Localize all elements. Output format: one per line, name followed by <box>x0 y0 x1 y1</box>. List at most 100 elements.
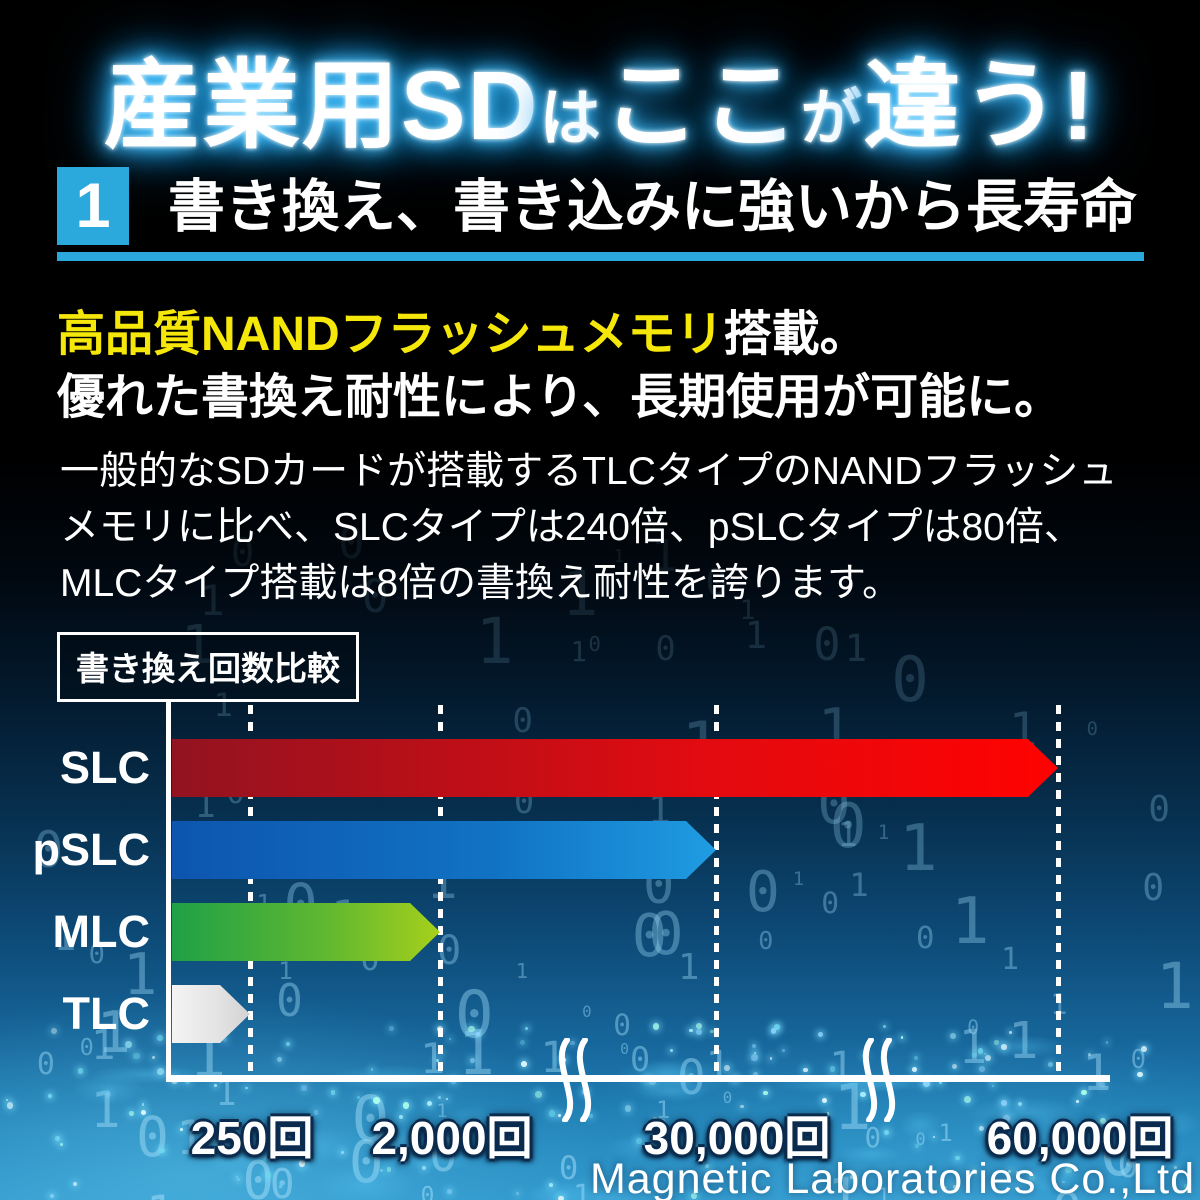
city-light-dot <box>803 1067 809 1073</box>
city-light-dot <box>468 1025 475 1032</box>
city-light-dot <box>689 1028 693 1033</box>
binary-digit: 0 <box>967 1015 980 1039</box>
binary-digit: 0 <box>705 561 728 605</box>
binary-digit: 0 <box>88 939 105 971</box>
city-light-dot <box>1078 1147 1084 1152</box>
city-light-dot <box>158 1147 165 1154</box>
binary-digit: 0 <box>420 1183 435 1200</box>
binary-digit: 1 <box>122 942 158 1009</box>
city-light-dot <box>72 1181 78 1186</box>
city-light-dot <box>752 1044 757 1049</box>
city-light-dot <box>275 1153 280 1158</box>
binary-digit: 1 <box>90 1080 121 1140</box>
chart-title: 書き換え回数比較 <box>76 650 340 687</box>
title-segment: が <box>800 84 864 152</box>
city-light-dot <box>951 1063 957 1069</box>
gridline-2000 <box>438 705 443 1075</box>
binary-digit: 1 <box>827 1166 861 1200</box>
city-light-dot <box>152 1056 156 1060</box>
city-light-dot <box>821 1097 828 1103</box>
gridline-250 <box>248 705 253 1075</box>
binary-digit: 1 <box>792 868 805 890</box>
binary-digit: 1 <box>176 1111 205 1167</box>
city-light-dot <box>276 1056 282 1063</box>
city-light-dot <box>912 1067 917 1073</box>
lead-line-1: 高品質NANDフラッシュメモリ搭載。 <box>57 294 868 364</box>
city-light-dot <box>558 1113 562 1117</box>
binary-digit: 0 <box>348 1128 384 1197</box>
binary-digit: 0 <box>454 978 494 1054</box>
chart-title-box: 書き換え回数比較 <box>57 632 359 702</box>
city-light-dot <box>549 1182 553 1187</box>
binary-digit: 0 <box>655 628 676 668</box>
city-light-dot <box>994 1040 999 1045</box>
city-light-dot <box>624 1104 632 1112</box>
bar-mlc <box>172 903 440 961</box>
city-light-dot <box>978 1066 985 1072</box>
city-light-dot <box>769 1057 773 1060</box>
body-line: メモリに比べ、SLCタイプは240倍、pSLCタイプは80倍、 <box>60 506 1083 549</box>
city-light-dot <box>955 1155 960 1161</box>
city-light-dot <box>301 1085 308 1092</box>
bar-slc <box>172 739 1058 797</box>
city-light-dot <box>484 1129 491 1136</box>
city-light-dot <box>1008 1170 1012 1174</box>
axis-break-icon <box>552 1037 600 1123</box>
city-light-dot <box>983 1052 987 1056</box>
gridline-60000 <box>1056 705 1061 1075</box>
city-light-dot <box>156 1035 163 1041</box>
city-light-dot <box>356 1095 360 1099</box>
binary-digit: 1 <box>1008 1016 1039 1067</box>
binary-digit: 1 <box>844 626 868 671</box>
binary-digit: 1 <box>199 575 225 625</box>
city-light-dot <box>1075 1099 1080 1104</box>
light-blob <box>1035 1111 1090 1150</box>
section-number-badge: 1 <box>57 167 129 245</box>
binary-digit: 0 <box>631 900 668 970</box>
binary-digit: 1 <box>1000 941 1019 977</box>
city-light-dot <box>373 1096 381 1104</box>
city-light-dot <box>695 1022 702 1029</box>
city-light-dot <box>133 1052 140 1059</box>
city-light-dot <box>860 1091 866 1098</box>
binary-digit: 0 <box>758 926 774 956</box>
binary-digit: 0 <box>276 975 303 1027</box>
binary-digit: 1 <box>278 956 293 986</box>
city-light-dot <box>644 1128 647 1132</box>
city-light-dot <box>402 1102 410 1109</box>
city-light-dot <box>436 1059 440 1063</box>
title-segment: 産業用SD <box>103 51 540 160</box>
city-light-dot <box>1140 1045 1147 1052</box>
binary-digit: 1 <box>146 1189 175 1200</box>
binary-digit: 0 <box>824 515 841 546</box>
city-light-dot <box>1003 1114 1010 1122</box>
binary-digit: 1 <box>213 686 233 725</box>
binary-digit: 1 <box>647 787 671 833</box>
city-light-dot <box>849 1174 855 1180</box>
body-line: 一般的なSDカードが搭載するTLCタイプのNANDフラッシュ <box>60 450 1118 493</box>
city-light-dot <box>278 1185 283 1189</box>
city-light-dot <box>298 1159 306 1167</box>
light-blob <box>524 1182 590 1200</box>
x-tick-60000: 60,000回 <box>986 1112 1174 1164</box>
city-light-dot <box>661 1119 665 1123</box>
city-light-dot <box>469 1058 475 1063</box>
binary-digit: 0 <box>1148 789 1170 831</box>
section-number: 1 <box>75 171 111 241</box>
city-light-dot <box>421 1165 427 1170</box>
city-light-dot <box>913 1055 918 1060</box>
light-blob <box>354 1129 474 1159</box>
city-light-dot <box>691 1192 698 1199</box>
binary-digit: 1 <box>950 883 990 959</box>
city-light-dot <box>449 1038 452 1041</box>
binary-digit: 0 <box>829 790 867 862</box>
city-light-dot <box>141 1103 145 1106</box>
city-light-dot <box>445 1097 448 1101</box>
binary-digit: 0 <box>915 1131 925 1149</box>
binary-digit: 0 <box>1099 1115 1139 1192</box>
page-title: 産業用SDはここが違う! <box>0 26 1200 167</box>
light-blob <box>268 1123 321 1156</box>
section-underline <box>57 252 1144 261</box>
city-light-dot <box>1028 1175 1036 1182</box>
binary-digit: 0 <box>1130 1045 1146 1076</box>
